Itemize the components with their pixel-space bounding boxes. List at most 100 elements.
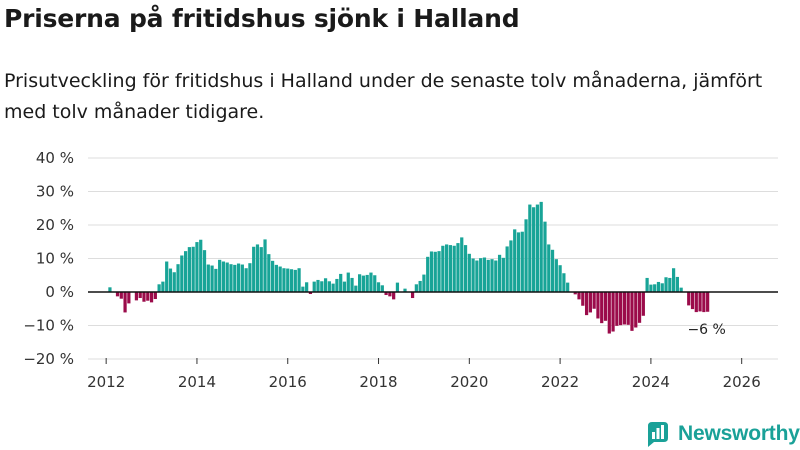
bar [619,292,623,326]
bar [441,245,445,292]
bar [187,247,191,292]
bar [558,265,562,292]
bar [592,292,596,309]
bar [607,292,611,334]
bar [668,277,672,292]
bar [380,285,384,292]
bar [490,259,494,292]
bar [392,292,396,300]
bar [346,272,350,292]
x-tick-label: 2022 [541,373,579,391]
y-tick-label: −20 % [23,350,74,368]
bar [539,201,543,292]
bar [675,276,679,292]
bar [600,292,604,324]
bar [513,229,517,292]
bar [479,258,483,292]
bar [297,268,301,292]
y-tick-label: 20 % [36,216,74,234]
bar [278,266,282,292]
bar [168,268,173,292]
bar [361,275,366,292]
bar [350,277,354,292]
bar [210,265,214,292]
bar [505,246,509,292]
bar [497,254,502,292]
bar [694,292,698,313]
bar [308,292,313,295]
bar [581,292,585,306]
bar [475,260,479,292]
bar [369,272,373,292]
bar [524,219,528,292]
bar [448,245,453,292]
bar [637,292,642,323]
bar [176,264,180,292]
bar [543,221,547,292]
bar [191,246,195,292]
bar [161,281,165,292]
bar [339,273,343,292]
bar [384,292,388,296]
bar [554,259,558,292]
bar [467,253,471,292]
y-axis-labels: 40 % 30 % 20 % 10 % 0 % −10 % −20 % [23,149,74,368]
bar [596,292,600,319]
bar [195,242,199,292]
x-tick-label: 2026 [723,373,761,391]
x-tick-label: 2016 [269,373,307,391]
bar [486,259,490,292]
newsworthy-logo-icon [648,422,668,447]
x-axis-labels: 2012 2014 2016 2018 2020 2022 2024 2026 [87,373,761,391]
bar [218,259,222,292]
bar [452,245,456,292]
bar [634,292,638,328]
bar [157,284,161,292]
bar [248,263,252,292]
bar [418,280,422,292]
brand-logo: Newsworthy [644,420,800,448]
last-value-label: −6 % [687,322,725,338]
bar [316,279,320,292]
x-axis [88,291,778,364]
bar [274,264,278,292]
bar [501,257,505,292]
bar [433,251,437,292]
bar [289,269,294,292]
chart-title: Priserna på fritidshus sjönk i Halland [4,4,520,33]
bar [437,251,441,292]
x-tick-label: 2014 [178,373,216,391]
bar [641,292,645,316]
bar [146,292,150,301]
bar [320,281,324,292]
bar [698,292,702,312]
bar [293,269,297,292]
bar [240,264,244,292]
bar [516,232,521,292]
bar [180,255,184,292]
bar [138,292,142,299]
bar [376,282,381,292]
bar [509,240,513,292]
bar [520,231,524,292]
bar [206,264,210,292]
bar [671,268,676,292]
bar [656,281,661,292]
y-tick-label: 0 % [45,283,74,301]
bar [115,292,120,297]
bar [410,292,415,299]
bar [165,261,169,292]
bar [229,264,233,292]
x-tick-label: 2020 [450,373,488,391]
bar [331,283,335,293]
bar [199,239,203,292]
bar [263,239,267,292]
bar [653,284,657,292]
bar [622,292,627,325]
bar [463,245,468,292]
bar [403,288,407,292]
bar [429,251,434,292]
x-tick-label: 2018 [359,373,397,391]
bar [225,262,229,292]
